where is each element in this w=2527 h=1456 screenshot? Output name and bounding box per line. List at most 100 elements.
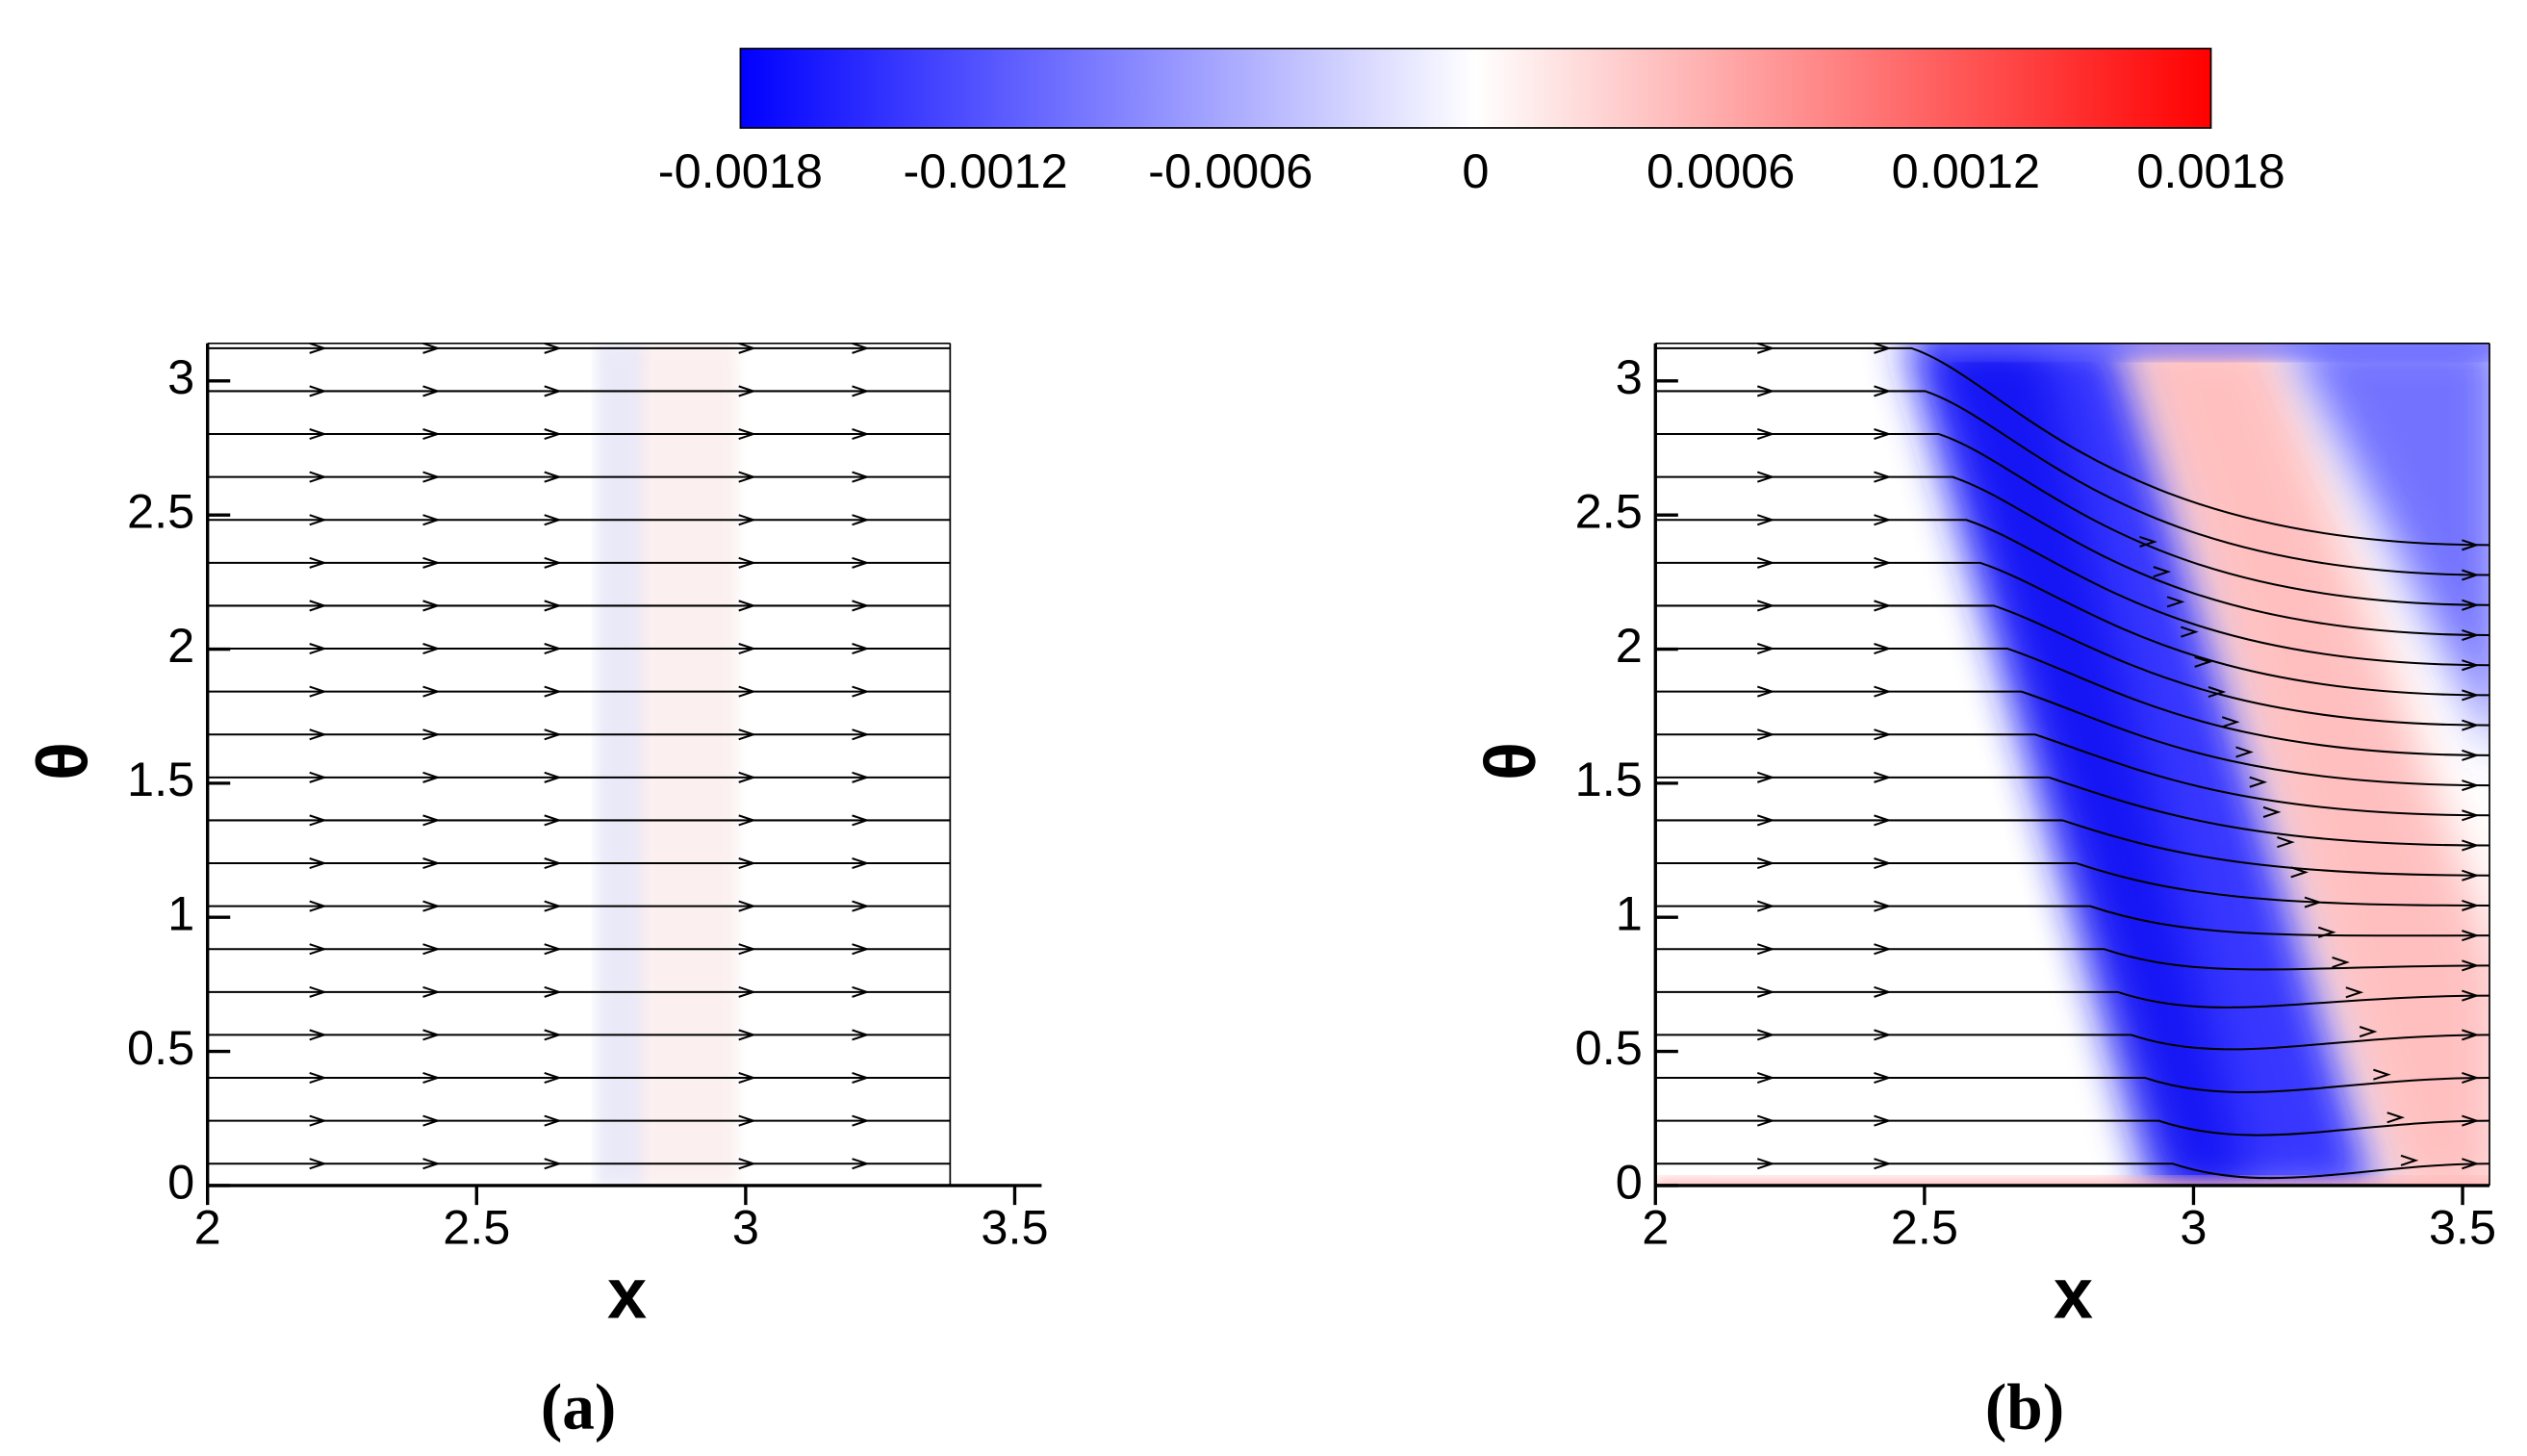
arrow [422,428,441,441]
arrow [1874,600,1892,612]
colorbar-tick-label: 0 [1462,143,1489,198]
arrow [2221,716,2240,728]
arrow [309,643,328,655]
arrow [1756,1158,1775,1170]
arrow [738,771,757,783]
arrow [544,643,563,655]
arrow [852,943,870,956]
arrow [2462,539,2480,551]
streamline [1655,475,2490,636]
x-tick-label: 3.5 [981,1199,1048,1254]
arrow [852,857,870,870]
arrow [738,342,757,354]
y-axis-title: θ [1470,742,1550,780]
arrow [2462,569,2480,581]
arrow [1874,814,1892,827]
streamline [1655,604,2490,727]
arrow [2400,1154,2419,1166]
arrow [852,1029,870,1041]
arrow [852,385,870,397]
arrow [852,1114,870,1127]
colorbar-tick-label: 0.0012 [1892,143,2040,198]
arrow [2194,655,2212,668]
arrow [738,385,757,397]
colorbar-tick-label: -0.0006 [1148,143,1313,198]
arrow [852,900,870,912]
x-tick-label: 3 [2180,1199,2207,1254]
arrow [1874,685,1892,698]
x-tick-label: 2.5 [443,1199,510,1254]
arrow [544,385,563,397]
arrow [544,514,563,526]
arrow [1756,900,1775,912]
colorbar-tick-label: -0.0012 [904,143,1068,198]
streamline [1655,1077,2490,1093]
y-tick-label: 3 [167,349,194,404]
arrow [2462,599,2480,611]
arrow [2181,626,2199,638]
arrow [2462,1072,2480,1085]
arrow [422,685,441,698]
arrow [422,385,441,397]
arrow [1756,643,1775,655]
arrow [309,471,328,483]
y-tick-label: 2 [167,618,194,673]
arrow [309,771,328,783]
arrow [2462,779,2480,792]
arrow [738,1072,757,1085]
arrow [309,1072,328,1085]
x-tick-label: 3.5 [2429,1199,2496,1254]
streamlines [207,342,2490,1180]
arrow [544,1072,563,1085]
arrow [2345,986,2364,999]
arrow [544,857,563,870]
arrow [1874,471,1892,483]
arrow [2462,628,2480,641]
y-tick-label: 0.5 [127,1020,194,1075]
arrow [738,685,757,698]
colorbar-tick-label: 0.0018 [2136,143,2285,198]
arrow [2235,746,2254,758]
arrow [2332,957,2350,969]
arrow [852,814,870,827]
panel-label: (a) [541,1371,616,1443]
y-axis-title: θ [23,742,103,780]
y-tick-label: 1.5 [127,752,194,806]
streamline [1655,1034,2490,1051]
arrow [309,1158,328,1170]
arrow [544,814,563,827]
streamline [1655,1119,2490,1137]
arrow [544,771,563,783]
streamline [1655,862,2490,907]
arrow [2373,1068,2391,1081]
arrow [309,1029,328,1041]
arrow [544,342,563,354]
arrow [1756,685,1775,698]
arrow [1756,428,1775,441]
x-tick-label: 2 [194,1199,221,1254]
arrow [1874,428,1892,441]
x-tick-label: 3 [732,1199,759,1254]
arrow [544,1029,563,1041]
arrow [422,514,441,526]
arrow [309,814,328,827]
y-tick-label: 2.5 [127,483,194,538]
streamline [1655,776,2490,847]
arrow [1874,514,1892,526]
arrow [544,600,563,612]
y-tick-label: 1 [1616,886,1643,941]
arrow [544,1114,563,1127]
arrow [1874,900,1892,912]
arrow [2462,959,2480,972]
streamline [1655,690,2490,787]
arrow [1756,385,1775,397]
arrow [309,514,328,526]
streamline [1655,433,2490,606]
x-axis-title: x [607,1253,647,1333]
streamline [1655,948,2490,971]
arrow [738,1114,757,1127]
arrow [544,685,563,698]
arrow [738,943,757,956]
arrow [738,900,757,912]
